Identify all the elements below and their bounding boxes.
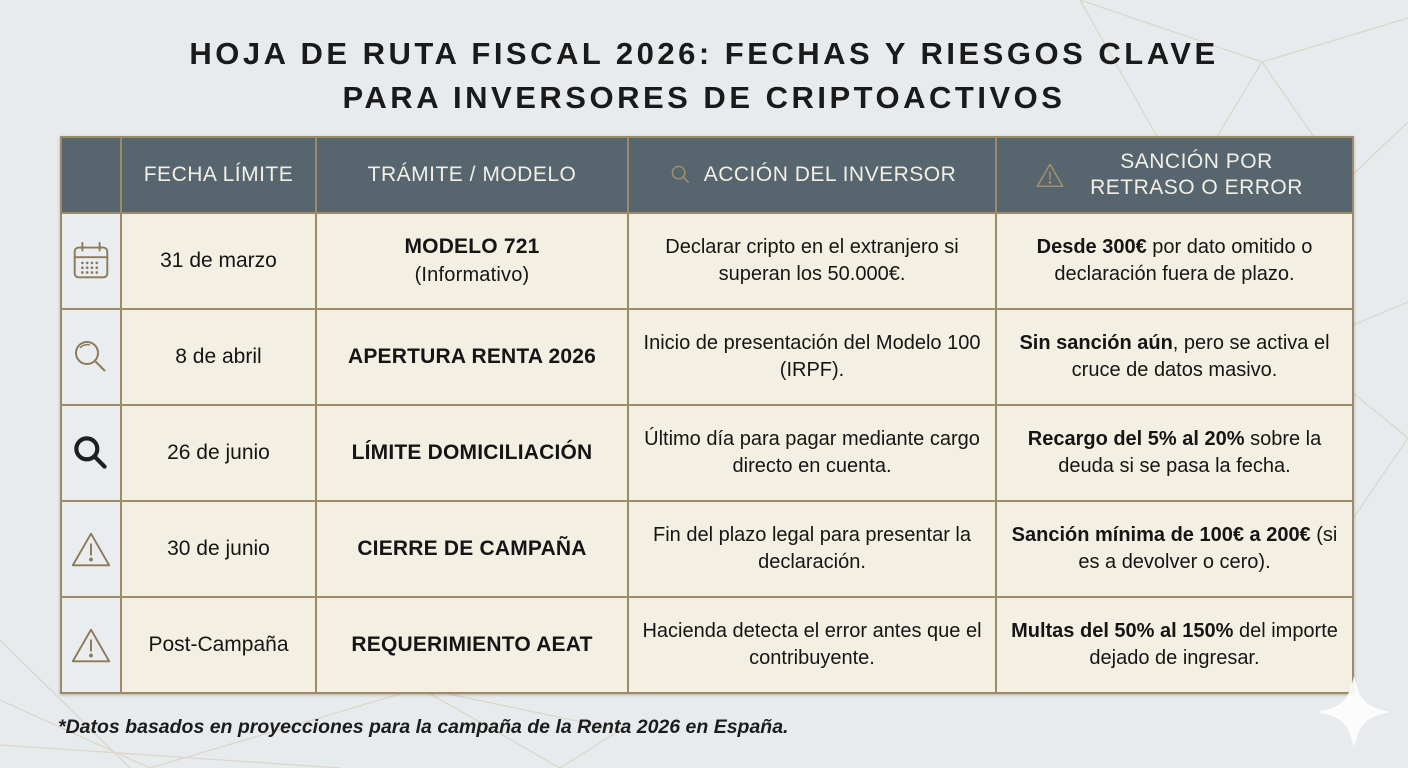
tramite-main: CIERRE DE CAMPAÑA <box>357 536 587 560</box>
tramite-main: REQUERIMIENTO AEAT <box>351 632 593 656</box>
cell-fecha: 31 de marzo <box>120 212 317 310</box>
title-line-2: PARA INVERSORES DE CRIPTOACTIVOS <box>342 80 1066 116</box>
header-label-accion: ACCIÓN DEL INVERSOR <box>703 163 957 186</box>
fiscal-roadmap-table: FECHA LÍMITE TRÁMITE / MODELO ACCIÓN DEL… <box>60 136 1354 694</box>
calendar-icon <box>73 241 109 279</box>
footnote: *Datos basados en proyecciones para la c… <box>58 716 789 738</box>
cell-accion: Inicio de presentación del Modelo 100 (I… <box>627 308 997 406</box>
table-row: 30 de junio CIERRE DE CAMPAÑA Fin del pl… <box>60 500 1354 598</box>
cell-tramite: CIERRE DE CAMPAÑA <box>315 500 629 598</box>
cell-fecha: 30 de junio <box>120 500 317 598</box>
sancion-bold: Multas del 50% al 150% <box>1011 620 1234 642</box>
cell-tramite: MODELO 721 (Informativo) <box>315 212 629 310</box>
row-icon-cell <box>60 308 122 406</box>
cell-sancion: Sin sanción aún, pero se activa el cruce… <box>995 308 1354 406</box>
table-row: Post-Campaña REQUERIMIENTO AEAT Hacienda… <box>60 596 1354 694</box>
sancion-bold: Recargo del 5% al 20% <box>1027 428 1245 450</box>
cell-tramite: APERTURA RENTA 2026 <box>315 308 629 406</box>
table-row: 8 de abril APERTURA RENTA 2026 Inicio de… <box>60 308 1354 406</box>
page-title: HOJA DE RUTA FISCAL 2026: FECHAS Y RIESG… <box>0 32 1408 120</box>
row-icon-cell <box>60 404 122 502</box>
row-icon-cell <box>60 500 122 598</box>
warning-icon <box>71 628 111 663</box>
cell-fecha: 26 de junio <box>120 404 317 502</box>
cell-tramite: LÍMITE DOMICILIACIÓN <box>315 404 629 502</box>
header-cell-accion-inversor: ACCIÓN DEL INVERSOR <box>627 136 997 214</box>
cell-sancion: Recargo del 5% al 20% sobre la deuda si … <box>995 404 1354 502</box>
tramite-sub: (Informativo) <box>414 263 530 286</box>
sancion-bold: Desde 300€ <box>1036 236 1147 258</box>
cell-sancion: Multas del 50% al 150% del importe dejad… <box>995 596 1354 694</box>
cell-accion: Último día para pagar mediante cargo dir… <box>627 404 997 502</box>
tramite-main: LÍMITE DOMICILIACIÓN <box>351 440 593 464</box>
warning-icon <box>71 532 111 567</box>
header-cell-icon-column <box>60 136 122 214</box>
title-line-1: HOJA DE RUTA FISCAL 2026: FECHAS Y RIESG… <box>189 36 1219 71</box>
table-row: 31 de marzo MODELO 721 (Informativo) Dec… <box>60 212 1354 310</box>
header-label-fecha: FECHA LÍMITE <box>143 163 294 186</box>
sancion-rest: del importe dejado de ingresar. <box>1089 620 1338 669</box>
cell-accion: Declarar cripto en el extranjero si supe… <box>627 212 997 310</box>
cell-tramite: REQUERIMIENTO AEAT <box>315 596 629 694</box>
cell-accion: Fin del plazo legal para presentar la de… <box>627 500 997 598</box>
header-label-tramite: TRÁMITE / MODELO <box>367 163 577 186</box>
cell-sancion: Sanción mínima de 100€ a 200€ (si es a d… <box>995 500 1354 598</box>
header-label-sancion: SANCIÓN POR RETRASO O ERROR <box>1090 149 1303 199</box>
sancion-rest: (si es a devolver o cero). <box>1078 524 1338 573</box>
search-icon <box>671 165 689 184</box>
search-icon-bold <box>74 436 107 469</box>
warning-icon <box>1036 163 1063 188</box>
data-table: FECHA LÍMITE TRÁMITE / MODELO ACCIÓN DEL… <box>60 136 1354 694</box>
cell-accion: Hacienda detecta el error antes que el c… <box>627 596 997 694</box>
header-row: FECHA LÍMITE TRÁMITE / MODELO ACCIÓN DEL… <box>60 136 1354 214</box>
tramite-main: MODELO 721 <box>404 235 540 259</box>
header-cell-fecha-limite: FECHA LÍMITE <box>120 136 317 214</box>
tramite-main: APERTURA RENTA 2026 <box>347 344 597 368</box>
cell-sancion: Desde 300€ por dato omitido o declaració… <box>995 212 1354 310</box>
row-icon-cell <box>60 212 122 310</box>
table-row: 26 de junio LÍMITE DOMICILIACIÓN Último … <box>60 404 1354 502</box>
cell-fecha: 8 de abril <box>120 308 317 406</box>
cell-fecha: Post-Campaña <box>120 596 317 694</box>
header-cell-sancion: SANCIÓN POR RETRASO O ERROR <box>995 136 1354 214</box>
search-icon <box>75 341 106 372</box>
sancion-bold: Sanción mínima de 100€ a 200€ <box>1011 524 1311 546</box>
header-cell-tramite-modelo: TRÁMITE / MODELO <box>315 136 629 214</box>
sancion-bold: Sin sanción aún <box>1019 332 1173 354</box>
row-icon-cell <box>60 596 122 694</box>
